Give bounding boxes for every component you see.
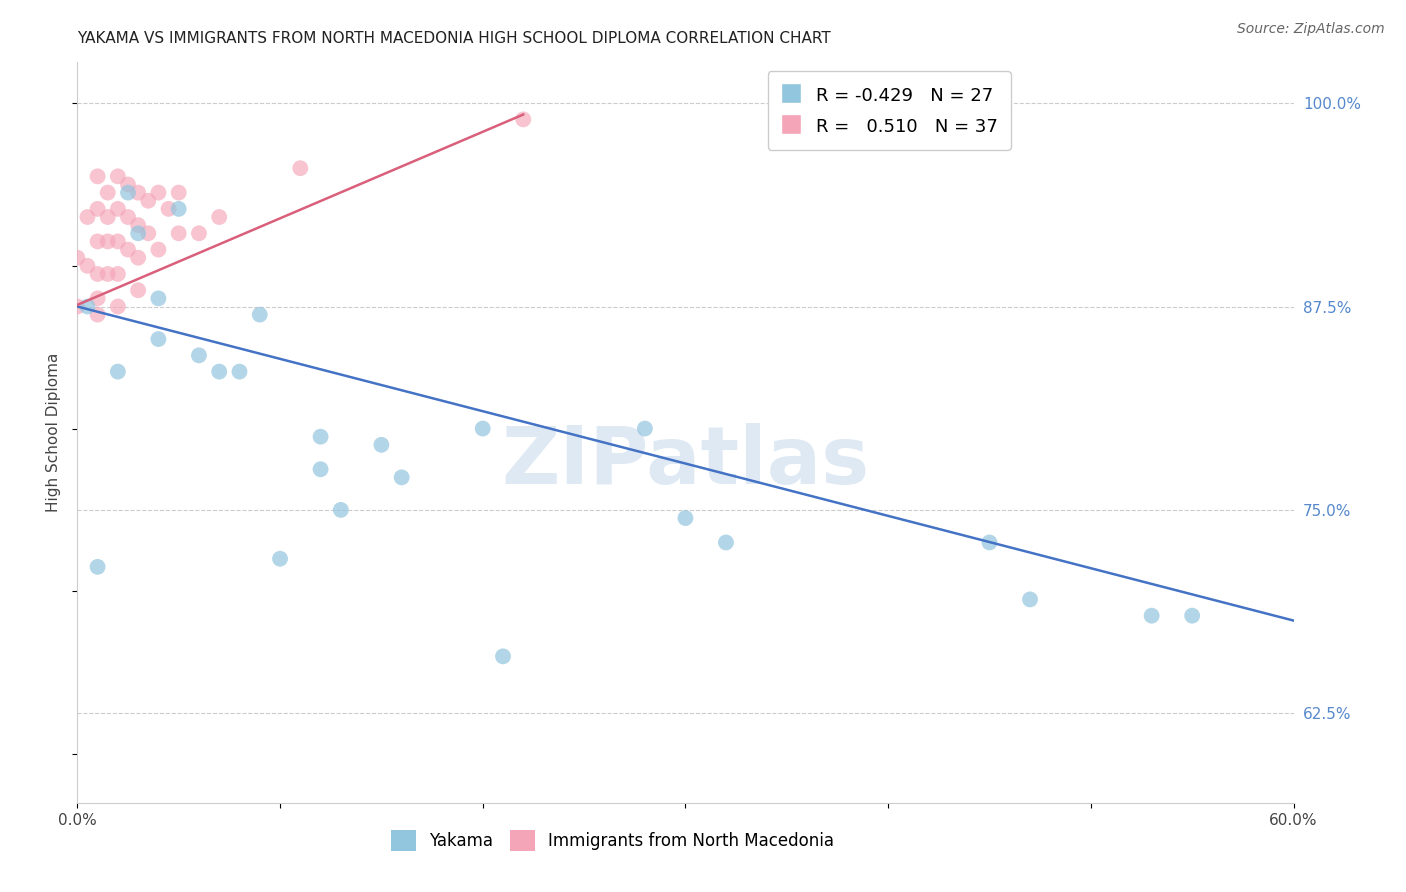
Y-axis label: High School Diploma: High School Diploma [46,353,62,512]
Point [127,186,149,200]
Text: YAKAMA VS IMMIGRANTS FROM NORTH MACEDONIA HIGH SCHOOL DIPLOMA CORRELATION CHART: YAKAMA VS IMMIGRANTS FROM NORTH MACEDONI… [77,31,831,46]
Point [148,292,170,306]
Point [1140,608,1163,623]
Point [148,332,170,346]
Point [167,202,190,216]
Point [1181,608,1204,623]
Point [127,227,149,241]
Point [86,267,108,281]
Point [290,161,312,176]
Point [76,300,98,314]
Point [97,267,120,281]
Point [167,227,190,241]
Point [167,186,190,200]
Point [370,438,392,452]
Point [86,235,108,249]
Point [228,365,250,379]
Point [86,292,108,306]
Legend: Yakama, Immigrants from North Macedonia: Yakama, Immigrants from North Macedonia [384,823,841,857]
Point [107,169,129,184]
Point [107,235,129,249]
Point [86,559,108,574]
Point [107,267,129,281]
Point [249,308,271,322]
Point [492,649,515,664]
Point [309,430,332,444]
Point [391,470,413,484]
Point [136,194,159,208]
Point [107,365,129,379]
Point [148,186,170,200]
Point [97,235,120,249]
Point [86,202,108,216]
Point [86,169,108,184]
Point [76,259,98,273]
Point [117,210,139,224]
Point [309,462,332,476]
Point [512,112,534,127]
Point [208,365,231,379]
Point [157,202,180,216]
Point [127,218,149,232]
Point [1019,592,1042,607]
Point [634,421,657,435]
Point [117,243,139,257]
Point [117,178,139,192]
Point [714,535,737,549]
Point [107,202,129,216]
Point [107,300,129,314]
Point [269,551,291,566]
Point [188,227,211,241]
Point [76,210,98,224]
Point [86,308,108,322]
Point [148,243,170,257]
Point [979,535,1001,549]
Point [127,283,149,297]
Point [66,300,89,314]
Point [97,210,120,224]
Text: ZIPatlas: ZIPatlas [502,423,869,501]
Point [188,348,211,362]
Point [97,186,120,200]
Point [66,251,89,265]
Point [208,210,231,224]
Point [471,421,494,435]
Point [675,511,697,525]
Point [329,503,352,517]
Point [136,227,159,241]
Text: Source: ZipAtlas.com: Source: ZipAtlas.com [1237,22,1385,37]
Point [127,251,149,265]
Point [117,186,139,200]
